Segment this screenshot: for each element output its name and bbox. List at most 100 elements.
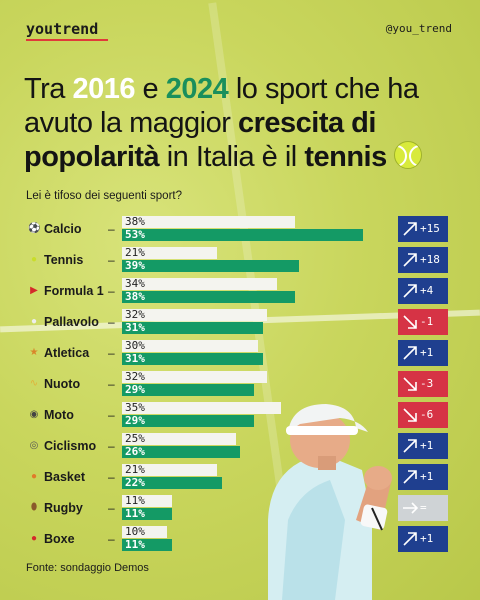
bar-2024: 26% xyxy=(122,445,241,458)
motorcycle-icon: ◉ xyxy=(29,409,39,420)
change-value: = xyxy=(420,501,427,514)
chart-row-calcio: ⚽ Calcio –38% 53% +15 xyxy=(0,214,480,244)
category-label: Nuoto xyxy=(44,377,81,391)
bar-2024: 11% xyxy=(122,507,172,520)
arrow-up-right-icon xyxy=(403,253,417,267)
arrow-up-right-icon xyxy=(403,532,417,546)
row-dash: – xyxy=(108,532,115,546)
bar-2016: 21% xyxy=(122,246,218,259)
chart-row-ciclismo: ◎ Ciclismo –25% 26% +1 xyxy=(0,431,480,461)
change-badge: +1 xyxy=(398,464,448,490)
change-badge: -3 xyxy=(398,371,448,397)
bar-2016: 32% xyxy=(122,370,268,383)
data-label: 32% xyxy=(125,308,145,321)
chart-row-moto: ◉ Moto –35% 29% -6 xyxy=(0,400,480,430)
change-badge: +1 xyxy=(398,340,448,366)
arrow-up-right-icon xyxy=(403,346,417,360)
brand-underline xyxy=(26,39,108,41)
bar-2016: 35% xyxy=(122,401,282,414)
change-value: -3 xyxy=(420,377,434,390)
race-car-icon: ▶ xyxy=(30,285,38,296)
bar-2016: 11% xyxy=(122,494,172,507)
row-dash: – xyxy=(108,408,115,422)
data-label: 11% xyxy=(125,507,145,520)
chart-row-formula-1: ▶ Formula 1–34% 38% +4 xyxy=(0,276,480,306)
change-badge: +1 xyxy=(398,433,448,459)
row-dash: – xyxy=(108,377,115,391)
data-label: 21% xyxy=(125,246,145,259)
data-label: 31% xyxy=(125,321,145,334)
data-label: 22% xyxy=(125,476,145,489)
row-dash: – xyxy=(108,284,115,298)
bar-2016: 10% xyxy=(122,525,168,538)
category-label: Formula 1 xyxy=(44,284,104,298)
change-value: +1 xyxy=(420,532,434,545)
row-dash: – xyxy=(108,501,115,515)
data-label: 38% xyxy=(125,290,145,303)
bar-2016: 21% xyxy=(122,463,218,476)
row-dash: – xyxy=(108,315,115,329)
arrow-up-right-icon xyxy=(403,284,417,298)
data-label: 10% xyxy=(125,525,145,538)
source-note: Fonte: sondaggio Demos xyxy=(26,562,149,574)
volleyball-icon: ● xyxy=(30,316,38,327)
arrow-up-right-icon xyxy=(403,439,417,453)
bar-2024: 31% xyxy=(122,321,263,334)
change-value: +4 xyxy=(420,284,434,297)
data-label: 35% xyxy=(125,401,145,414)
headline-year-2024: 2024 xyxy=(165,73,229,105)
brand-logo: youtrend xyxy=(26,20,99,38)
rugby-ball-icon: ⬮ xyxy=(30,502,38,513)
category-label: Pallavolo xyxy=(44,315,99,329)
data-label: 21% xyxy=(125,463,145,476)
bar-2024: 38% xyxy=(122,290,295,303)
category-label: Boxe xyxy=(44,532,75,546)
data-label: 29% xyxy=(125,414,145,427)
bar-2024: 29% xyxy=(122,414,254,427)
bar-2024: 39% xyxy=(122,259,300,272)
arrow-right-icon xyxy=(403,502,418,514)
row-dash: – xyxy=(108,222,115,236)
category-label: Basket xyxy=(44,470,85,484)
chart-row-pallavolo: ● Pallavolo –32% 31% -1 xyxy=(0,307,480,337)
chart-row-nuoto: ∿ Nuoto –32% 29% -3 xyxy=(0,369,480,399)
bar-2016: 30% xyxy=(122,339,259,352)
social-handle: @you_trend xyxy=(385,22,452,35)
chart-row-tennis: ● Tennis –21% 39% +18 xyxy=(0,245,480,275)
tennis-ball-icon: ● xyxy=(30,254,38,265)
change-value: -6 xyxy=(420,408,434,421)
category-label: Ciclismo xyxy=(44,439,97,453)
data-label: 32% xyxy=(125,370,145,383)
bicycle-icon: ◎ xyxy=(29,440,39,451)
data-label: 53% xyxy=(125,228,145,241)
headline: Tra 2016 e 2024 lo sport che ha avuto la… xyxy=(24,72,464,174)
data-label: 29% xyxy=(125,383,145,396)
arrow-up-right-icon xyxy=(403,470,417,484)
change-badge: +18 xyxy=(398,247,448,273)
survey-question: Lei è tifoso dei seguenti sport? xyxy=(26,190,182,202)
change-badge: +4 xyxy=(398,278,448,304)
category-label: Moto xyxy=(44,408,74,422)
change-badge: +15 xyxy=(398,216,448,242)
bar-2024: 22% xyxy=(122,476,222,489)
chart-row-atletica: ★ Atletica –30% 31% +1 xyxy=(0,338,480,368)
soccer-ball-icon: ⚽ xyxy=(28,223,41,234)
bar-2016: 32% xyxy=(122,308,268,321)
data-label: 26% xyxy=(125,445,145,458)
change-value: +1 xyxy=(420,470,434,483)
change-value: +18 xyxy=(420,253,440,266)
basketball-icon: ● xyxy=(30,471,38,482)
change-value: -1 xyxy=(420,315,434,328)
change-badge: -1 xyxy=(398,309,448,335)
bar-2024: 29% xyxy=(122,383,254,396)
change-value: +15 xyxy=(420,222,440,235)
headline-year-2016: 2016 xyxy=(72,73,135,105)
category-label: Tennis xyxy=(44,253,84,267)
data-label: 38% xyxy=(125,215,145,228)
change-badge: -6 xyxy=(398,402,448,428)
arrow-down-right-icon xyxy=(403,408,417,422)
category-label: Rugby xyxy=(44,501,83,515)
arrow-up-right-icon xyxy=(403,222,417,236)
data-label: 11% xyxy=(125,494,145,507)
bar-2024: 53% xyxy=(122,228,363,241)
